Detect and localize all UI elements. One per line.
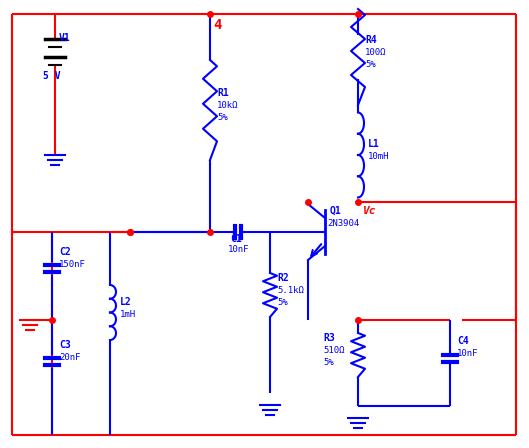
Text: 4: 4 xyxy=(213,18,221,32)
Text: C2: C2 xyxy=(59,246,71,257)
Text: 2N3904: 2N3904 xyxy=(327,219,359,228)
Text: R4: R4 xyxy=(365,35,377,45)
Text: L1: L1 xyxy=(368,139,380,149)
Text: 5%: 5% xyxy=(277,298,288,307)
Text: 10kΩ: 10kΩ xyxy=(217,101,239,110)
Text: C3: C3 xyxy=(59,340,71,349)
Text: R2: R2 xyxy=(277,273,289,283)
Text: 20nF: 20nF xyxy=(59,353,80,362)
Text: 150nF: 150nF xyxy=(59,259,86,268)
Text: R1: R1 xyxy=(217,88,229,98)
Text: 5%: 5% xyxy=(217,113,228,122)
Text: C1: C1 xyxy=(230,234,242,244)
Text: 100Ω: 100Ω xyxy=(365,48,387,57)
Text: L2: L2 xyxy=(120,297,132,306)
Text: V1: V1 xyxy=(59,33,71,43)
Text: C4: C4 xyxy=(457,336,469,346)
Text: R3: R3 xyxy=(323,333,335,343)
Text: 5%: 5% xyxy=(365,60,376,69)
Text: 5.1kΩ: 5.1kΩ xyxy=(277,286,304,295)
Text: 5%: 5% xyxy=(323,358,334,367)
Text: 510Ω: 510Ω xyxy=(323,346,344,355)
Text: Vc: Vc xyxy=(363,206,377,216)
Text: 10mH: 10mH xyxy=(368,152,389,161)
Text: 5 V: 5 V xyxy=(43,71,61,81)
Text: 10nF: 10nF xyxy=(228,245,250,254)
Text: Q1: Q1 xyxy=(330,206,342,216)
Text: 10nF: 10nF xyxy=(457,349,479,358)
Text: 1mH: 1mH xyxy=(120,310,136,319)
